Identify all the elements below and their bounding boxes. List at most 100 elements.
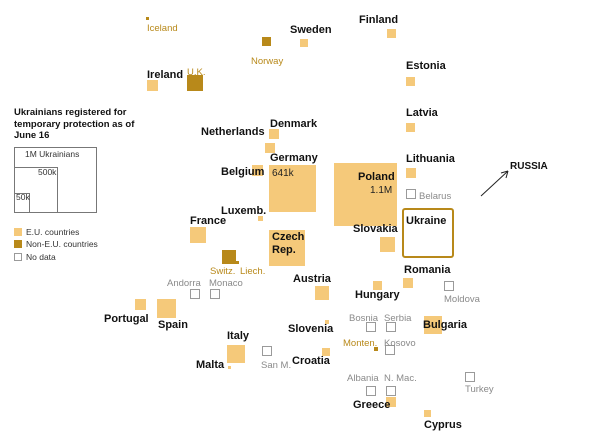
slovenia-square xyxy=(325,320,329,324)
luxemb-square xyxy=(258,216,263,221)
poland-value-label: 1.1M xyxy=(370,185,393,196)
legend-swatch-nodata xyxy=(14,253,22,261)
ukraine-label: Ukraine xyxy=(406,215,447,227)
spain-label: Spain xyxy=(158,319,188,331)
kosovo-square xyxy=(385,345,395,355)
netherlands-label: Netherlands xyxy=(201,126,265,138)
legend-size-label-500k: 500k xyxy=(38,167,57,177)
bulgaria-label: Bulgaria xyxy=(423,319,468,331)
france-square xyxy=(190,227,206,243)
malta-label: Malta xyxy=(196,359,225,371)
legend-swatch-noneu xyxy=(14,240,22,248)
latvia-label: Latvia xyxy=(406,107,438,119)
andorra-label: Andorra xyxy=(167,278,201,289)
bulgaria-square xyxy=(424,316,442,334)
portugal-label: Portugal xyxy=(104,313,149,325)
hungary-square xyxy=(373,281,382,290)
hungary-label: Hungary xyxy=(355,289,400,301)
legend-size-50k xyxy=(14,193,30,213)
belarus-square xyxy=(406,189,416,199)
andorra-square xyxy=(190,289,200,299)
n-mac-label: N. Mac. xyxy=(384,373,417,384)
ukraine-square xyxy=(402,208,454,258)
switz-square xyxy=(222,250,236,264)
france-label: France xyxy=(190,215,227,227)
legend-title: Ukrainians registered for temporary prot… xyxy=(14,107,135,141)
legend-label-nodata: No data xyxy=(26,252,56,262)
ireland-label: Ireland xyxy=(147,69,184,81)
romania-square xyxy=(403,278,413,288)
belgium-label: Belgium xyxy=(221,166,265,178)
legend-size-label-1m: 1M Ukrainians xyxy=(25,149,80,159)
turkey-square xyxy=(465,372,475,382)
legend-swatch-eu xyxy=(14,228,22,236)
monten-square xyxy=(374,347,378,351)
estonia-square xyxy=(406,77,415,86)
croatia-label: Croatia xyxy=(292,355,330,367)
liech-square xyxy=(236,261,239,264)
legend-label-eu: E.U. countries xyxy=(26,227,80,237)
lithuania-label: Lithuania xyxy=(406,153,455,165)
albania-label: Albania xyxy=(347,373,379,384)
finland-label: Finland xyxy=(359,14,399,26)
monten-label: Monten. xyxy=(343,338,378,349)
spain-square xyxy=(157,299,176,318)
netherlands-square xyxy=(265,143,275,153)
czech-rep-square xyxy=(269,230,305,266)
slovakia-square xyxy=(380,237,395,252)
iceland-label: Iceland xyxy=(147,23,178,34)
serbia-label: Serbia xyxy=(384,313,412,324)
liech-label: Liech. xyxy=(240,266,266,277)
luxemb-label: Luxemb. xyxy=(221,205,267,217)
arrow-northeast-icon xyxy=(480,170,509,197)
switz-label: Switz. xyxy=(210,266,236,277)
belgium-square xyxy=(252,165,263,176)
latvia-square xyxy=(406,123,415,132)
cyprus-square xyxy=(424,410,431,417)
san-m-label: San M. xyxy=(261,360,292,371)
germany-label: Germany xyxy=(270,152,318,164)
belarus-label: Belarus xyxy=(419,191,452,202)
greece-square xyxy=(386,397,396,407)
czech-rep-label: Czech Rep. xyxy=(272,231,305,256)
italy-square xyxy=(227,345,245,363)
sweden-square xyxy=(300,39,308,47)
u-k-label: U.K. xyxy=(187,67,206,78)
denmark-square xyxy=(269,129,279,139)
turkey-label: Turkey xyxy=(465,384,494,395)
slovenia-label: Slovenia xyxy=(288,323,334,335)
germany-square xyxy=(269,165,316,212)
austria-square xyxy=(315,286,329,300)
malta-square xyxy=(228,366,231,369)
norway-label: Norway xyxy=(251,56,284,67)
croatia-square xyxy=(322,348,330,356)
denmark-label: Denmark xyxy=(270,118,318,130)
albania-square xyxy=(366,386,376,396)
cyprus-label: Cyprus xyxy=(424,419,462,431)
ireland-square xyxy=(147,80,158,91)
legend-size-label-50k: 50k xyxy=(16,192,30,202)
moldova-label: Moldova xyxy=(444,294,480,305)
bosnia-label: Bosnia xyxy=(349,313,379,324)
slovakia-label: Slovakia xyxy=(353,223,398,235)
portugal-square xyxy=(135,299,146,310)
estonia-label: Estonia xyxy=(406,60,446,72)
moldova-square xyxy=(444,281,454,291)
monaco-label: Monaco xyxy=(209,278,243,289)
romania-label: Romania xyxy=(404,264,451,276)
austria-label: Austria xyxy=(293,273,331,285)
finland-square xyxy=(387,29,396,38)
norway-square xyxy=(262,37,271,46)
iceland-square xyxy=(146,17,149,20)
lithuania-square xyxy=(406,168,416,178)
n-mac-square xyxy=(386,386,396,396)
sweden-label: Sweden xyxy=(290,24,332,36)
san-m-square xyxy=(262,346,272,356)
bosnia-square xyxy=(366,322,376,332)
poland-square xyxy=(334,163,397,226)
greece-label: Greece xyxy=(353,399,391,411)
kosovo-label: Kosovo xyxy=(384,338,416,349)
serbia-square xyxy=(386,322,396,332)
legend-label-noneu: Non-E.U. countries xyxy=(26,239,98,249)
